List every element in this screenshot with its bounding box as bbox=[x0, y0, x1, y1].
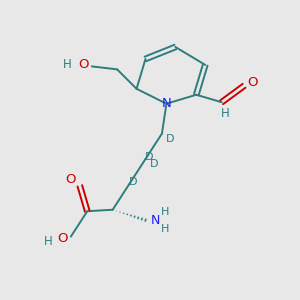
Text: O: O bbox=[66, 173, 76, 186]
Text: H: H bbox=[160, 207, 169, 217]
Text: N: N bbox=[150, 214, 160, 227]
Text: D: D bbox=[145, 152, 154, 162]
Text: D: D bbox=[149, 159, 158, 169]
Text: N: N bbox=[161, 97, 171, 110]
Text: H: H bbox=[63, 58, 72, 71]
Text: H: H bbox=[44, 236, 53, 248]
Text: H: H bbox=[221, 107, 230, 120]
Text: O: O bbox=[78, 58, 89, 70]
Text: O: O bbox=[247, 76, 258, 89]
Text: D: D bbox=[166, 134, 174, 144]
Text: D: D bbox=[129, 177, 137, 187]
Text: H: H bbox=[160, 224, 169, 233]
Text: O: O bbox=[57, 232, 68, 244]
